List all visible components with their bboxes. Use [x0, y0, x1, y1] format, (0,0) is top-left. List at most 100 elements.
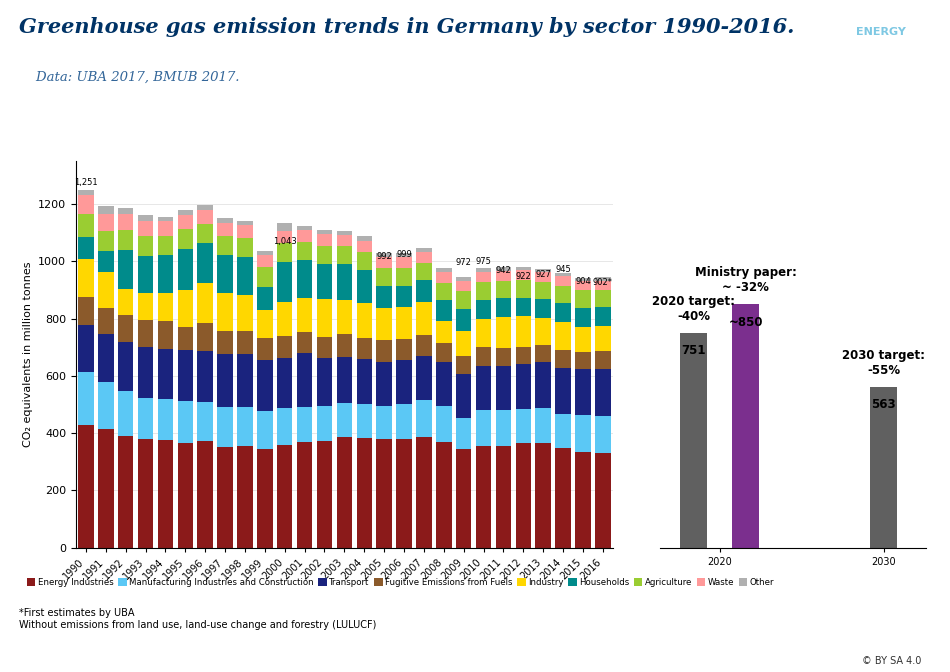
Bar	[396, 439, 411, 548]
Bar	[257, 339, 273, 360]
Bar	[476, 410, 491, 446]
Bar	[336, 335, 352, 357]
Bar	[376, 286, 392, 308]
Bar	[336, 246, 352, 264]
Bar	[356, 438, 372, 548]
Bar	[118, 214, 133, 230]
Bar	[595, 290, 611, 307]
Bar	[416, 280, 431, 302]
Bar	[396, 307, 411, 339]
Bar	[257, 267, 273, 287]
Bar	[218, 407, 233, 447]
Bar	[98, 214, 114, 231]
Bar	[456, 356, 471, 374]
Bar	[98, 382, 114, 429]
Bar	[178, 327, 193, 350]
Bar	[536, 345, 551, 362]
Bar	[336, 235, 352, 246]
Bar	[98, 251, 114, 272]
Y-axis label: CO₂ equivalents in million tonnes: CO₂ equivalents in million tonnes	[23, 261, 32, 448]
Bar	[732, 304, 759, 548]
Bar	[575, 278, 591, 282]
Bar	[158, 216, 173, 221]
Bar	[376, 308, 392, 341]
Bar	[277, 409, 293, 446]
Bar	[198, 224, 213, 243]
Bar	[476, 446, 491, 548]
Bar	[516, 316, 531, 347]
Bar	[536, 282, 551, 299]
Bar	[416, 248, 431, 252]
Bar	[376, 257, 392, 268]
Bar	[436, 362, 451, 406]
Text: 927: 927	[535, 271, 551, 280]
Bar	[118, 391, 133, 435]
Bar	[178, 215, 193, 229]
Bar	[118, 435, 133, 548]
Bar	[218, 236, 233, 255]
Text: 922: 922	[516, 272, 531, 281]
Bar	[158, 293, 173, 321]
Bar	[496, 347, 511, 366]
Bar	[476, 300, 491, 319]
Bar	[138, 220, 153, 237]
Bar	[476, 272, 491, 282]
Bar	[296, 226, 313, 230]
Bar	[456, 331, 471, 356]
Bar	[118, 315, 133, 342]
Bar	[257, 411, 273, 449]
Bar	[516, 347, 531, 364]
Bar	[138, 398, 153, 439]
Bar	[575, 290, 591, 308]
Bar	[436, 267, 451, 271]
Bar	[138, 256, 153, 293]
Bar	[78, 372, 94, 425]
Bar	[575, 452, 591, 548]
Bar	[496, 271, 511, 281]
Bar	[277, 223, 293, 231]
Bar	[496, 267, 511, 271]
Bar	[198, 323, 213, 351]
Bar	[575, 415, 591, 452]
Bar	[456, 374, 471, 418]
Bar	[376, 253, 392, 257]
Bar	[575, 370, 591, 415]
Bar	[376, 341, 392, 362]
Bar	[356, 302, 372, 338]
Bar	[198, 402, 213, 441]
Bar	[78, 259, 94, 297]
Bar	[238, 220, 253, 225]
Bar	[416, 356, 431, 400]
Bar	[316, 299, 332, 337]
Bar	[316, 264, 332, 299]
Bar	[218, 218, 233, 222]
Bar	[575, 327, 591, 351]
Bar	[138, 439, 153, 548]
Bar	[396, 257, 411, 267]
Bar	[158, 399, 173, 439]
Bar	[98, 308, 114, 335]
Bar	[436, 300, 451, 321]
Bar	[218, 222, 233, 236]
Bar	[416, 263, 431, 280]
Bar	[456, 277, 471, 281]
Bar	[456, 291, 471, 308]
Bar	[575, 351, 591, 370]
Bar	[98, 231, 114, 251]
Bar	[456, 308, 471, 331]
Bar	[436, 283, 451, 300]
Bar	[277, 243, 293, 262]
Bar	[516, 444, 531, 548]
Bar	[476, 347, 491, 366]
Bar	[178, 229, 193, 249]
Bar	[158, 255, 173, 293]
Bar	[218, 447, 233, 548]
Text: 2020 target:
-40%: 2020 target: -40%	[652, 295, 735, 323]
Bar	[118, 342, 133, 391]
Text: 563: 563	[871, 398, 896, 411]
Bar	[238, 407, 253, 446]
Bar	[416, 335, 431, 356]
Bar	[277, 446, 293, 548]
Bar	[595, 351, 611, 369]
Bar	[158, 439, 173, 548]
